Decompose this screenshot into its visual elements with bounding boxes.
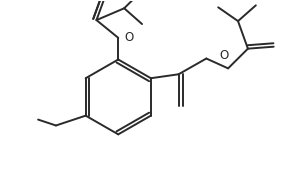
Text: O: O [124,31,133,44]
Text: O: O [220,49,229,63]
